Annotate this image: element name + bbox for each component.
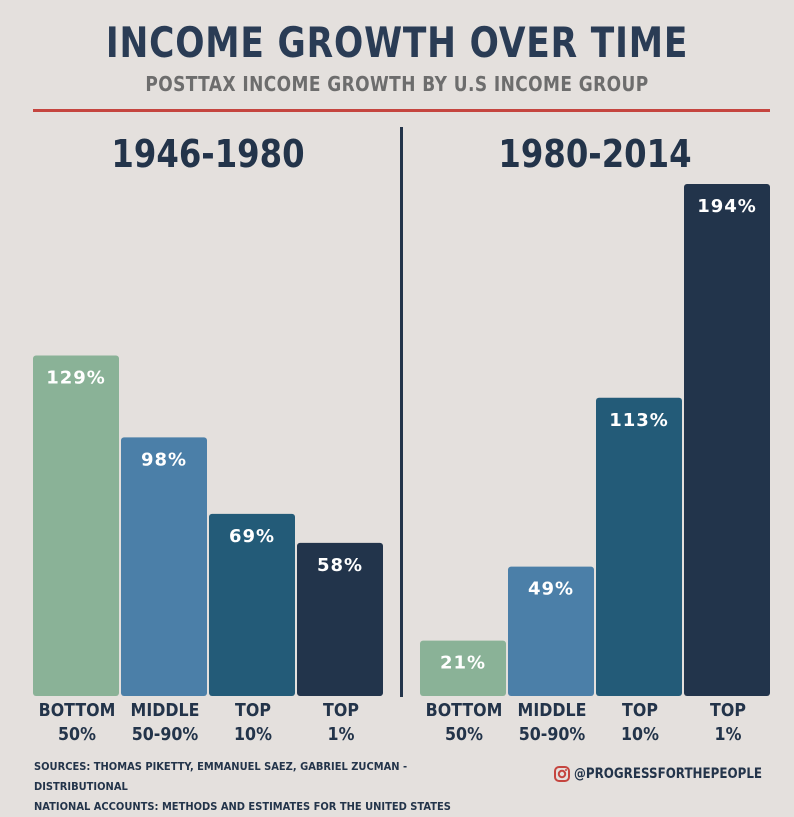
bar-value-label: 49%: [528, 579, 574, 600]
category-line-1: MIDDLE: [130, 700, 200, 721]
category-line-1: MIDDLE: [517, 700, 587, 721]
category-label: MIDDLE 50-90%: [513, 699, 590, 747]
category-line-1: TOP: [235, 700, 271, 721]
category-label: BOTTOM 50%: [425, 699, 503, 747]
chart-title: INCOME GROWTH OVER TIME: [105, 18, 689, 67]
category-label: TOP 1%: [302, 699, 379, 747]
bar-value-label: 98%: [141, 449, 187, 470]
handle-text: @PROGRESSFORTHEPEOPLE: [574, 766, 763, 782]
category-label: TOP 10%: [601, 699, 678, 747]
panel-divider: [400, 127, 403, 697]
category-label: TOP 10%: [214, 699, 291, 747]
category-line-1: BOTTOM: [38, 700, 116, 721]
category-label: BOTTOM 50%: [38, 699, 116, 747]
bar: [508, 566, 594, 696]
bar-value-label: 129%: [46, 368, 106, 389]
category-line-2: 50%: [58, 724, 96, 745]
category-line-1: TOP: [323, 700, 359, 721]
period-title-left: 1946-1980: [111, 132, 305, 176]
bar: [297, 542, 383, 696]
social-handle[interactable]: @PROGRESSFORTHEPEOPLE: [554, 764, 794, 784]
instagram-icon: [554, 766, 570, 782]
category-label: TOP 1%: [689, 699, 766, 747]
bar: [420, 640, 506, 696]
bar: [121, 437, 207, 696]
category-line-1: TOP: [622, 700, 658, 721]
bar-value-label: 194%: [697, 196, 757, 217]
bar: [33, 355, 119, 696]
bar-chart: 129% 98% 69% 58% 21% 49% 113% 194%: [33, 184, 770, 696]
sources-line: NATIONAL ACCOUNTS: METHODS AND ESTIMATES…: [34, 800, 451, 813]
bar-value-label: 69%: [229, 526, 275, 547]
bar: [596, 397, 682, 696]
category-line-2: 10%: [621, 724, 659, 745]
sources-note: SOURCES: THOMAS PIKETTY, EMMANUEL SAEZ, …: [34, 757, 466, 817]
sources-line: SOURCES: THOMAS PIKETTY, EMMANUEL SAEZ, …: [34, 760, 408, 793]
chart-subtitle: POSTTAX INCOME GROWTH BY U.S INCOME GROU…: [145, 72, 649, 96]
category-line-2: 50-90%: [131, 724, 199, 745]
category-line-2: 50-90%: [518, 724, 586, 745]
category-line-1: TOP: [710, 700, 746, 721]
bar-value-label: 21%: [440, 653, 486, 674]
bar-value-label: 113%: [609, 410, 669, 431]
category-line-2: 10%: [234, 724, 272, 745]
category-line-1: BOTTOM: [425, 700, 503, 721]
bar: [684, 184, 770, 696]
category-line-2: 50%: [445, 724, 483, 745]
bar: [209, 513, 295, 696]
category-line-2: 1%: [327, 724, 355, 745]
category-label: MIDDLE 50-90%: [126, 699, 203, 747]
bar-value-label: 58%: [317, 555, 363, 576]
period-title-right: 1980-2014: [498, 132, 692, 176]
title-rule: [33, 109, 770, 112]
category-line-2: 1%: [714, 724, 742, 745]
